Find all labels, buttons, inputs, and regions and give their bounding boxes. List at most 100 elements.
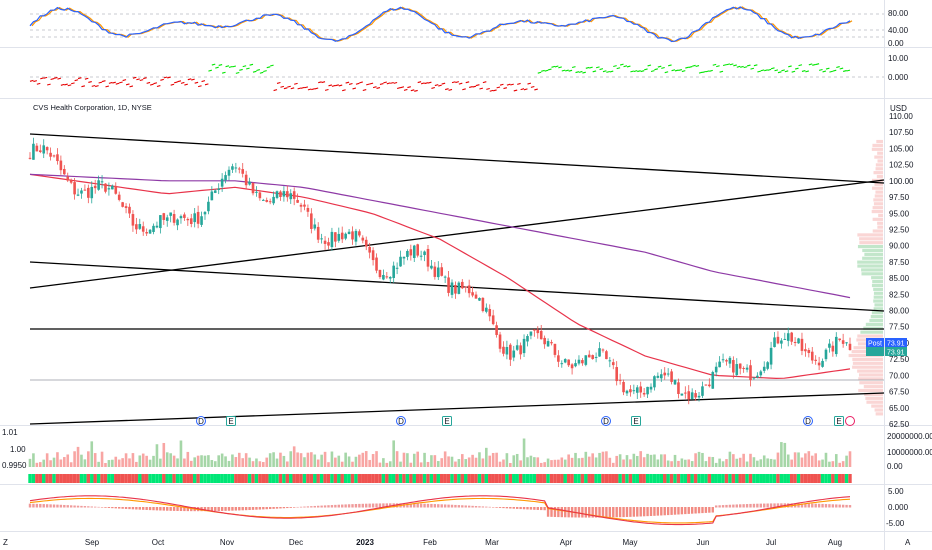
volume-bar <box>766 458 769 467</box>
candle-body <box>670 371 673 382</box>
trend-strip-cell <box>731 474 736 483</box>
trend-strip-cell <box>131 474 135 483</box>
macd-histogram-bar <box>354 504 358 508</box>
macd-histogram-bar <box>416 503 419 508</box>
volume-bar <box>299 453 303 467</box>
volume-bar <box>395 451 399 467</box>
candle-body <box>711 372 715 389</box>
volume-bar <box>629 459 632 467</box>
osc-segment <box>534 88 538 91</box>
moving-averages <box>29 173 851 380</box>
macd-histogram-bar <box>49 504 52 508</box>
candle-body <box>817 362 821 366</box>
volume-profile-bar <box>860 330 883 334</box>
candle-body <box>114 185 118 194</box>
candle-body <box>738 363 742 369</box>
volume-bar <box>32 453 35 467</box>
osc-segment <box>163 76 168 79</box>
volume-bar <box>416 451 419 467</box>
osc-segment <box>571 66 576 69</box>
macd-histogram-bar <box>612 507 615 518</box>
candle-body <box>148 229 152 234</box>
trend-strip-cell <box>532 474 537 483</box>
volume-bar <box>334 457 337 467</box>
volume-bar <box>581 457 584 467</box>
volume-profile-bar <box>874 194 883 198</box>
volume-bar <box>155 444 159 467</box>
macd-histogram-bar <box>739 504 742 508</box>
trend-strip-cell <box>498 474 502 483</box>
volume-bar <box>56 452 59 467</box>
volume-bar <box>114 456 118 467</box>
macd-histogram-bar <box>690 507 694 514</box>
osc-segment <box>287 85 291 88</box>
osc-segment <box>846 69 851 72</box>
macd-histogram-bar <box>320 505 323 508</box>
osc-segment <box>208 69 212 72</box>
candle-body <box>104 183 107 192</box>
osc-segment <box>650 70 655 73</box>
trend-strip-cell <box>347 474 351 483</box>
trend-strip-cell <box>844 474 849 483</box>
trend-strip-cell <box>237 474 241 483</box>
time-axis[interactable]: Sep Oct Nov Dec 2023 Feb Mar Apr May Jun Jul Aug <box>85 538 842 547</box>
volume-tick: 0.00 <box>887 462 903 471</box>
osc-segment <box>218 64 223 66</box>
macd-histogram-bar <box>804 503 807 508</box>
candle-body <box>227 169 231 176</box>
volume-bar <box>622 459 625 467</box>
oscillator-pane[interactable] <box>29 63 884 92</box>
volume-profile-bar <box>874 408 883 412</box>
volume-bar <box>59 459 63 467</box>
osc-segment <box>774 69 779 72</box>
symbol-title: CVS Health Corporation, 1D, NYSE <box>33 103 152 112</box>
trend-strip-cell <box>316 474 320 483</box>
price-tick: 105.00 <box>889 144 914 153</box>
trend-strip-cell <box>470 474 475 483</box>
macd-histogram-bar <box>45 504 49 508</box>
corner-left-label[interactable]: Z <box>3 538 8 547</box>
trend-strip-cell <box>789 474 794 483</box>
candle-body <box>618 379 622 381</box>
osc-segment <box>215 66 219 69</box>
corner-right-label[interactable]: A <box>905 538 911 547</box>
macd-histogram-bar <box>32 503 35 508</box>
volume-pane[interactable] <box>28 438 852 483</box>
volume-bar <box>574 452 577 467</box>
osc-segment <box>489 89 494 92</box>
macd-histogram-bar <box>176 507 179 511</box>
macd-histogram-bar <box>440 504 443 508</box>
volume-bar <box>584 451 588 467</box>
volume-bar <box>485 447 488 467</box>
macd-histogram-bar <box>265 507 268 510</box>
candle-body <box>193 213 196 223</box>
candle-body <box>159 215 162 229</box>
trend-strip-cell <box>330 474 334 483</box>
volume-profile <box>848 139 883 416</box>
macd-histogram-bar <box>533 507 536 510</box>
macd-histogram-bar <box>330 505 334 508</box>
trend-strip-cell <box>553 474 557 483</box>
osc-segment <box>493 89 497 92</box>
osc-segment <box>414 89 418 92</box>
candle-body <box>577 359 581 364</box>
macd-histogram-bar <box>87 506 90 508</box>
trendlines[interactable] <box>29 133 885 425</box>
macd-pane[interactable] <box>28 495 852 526</box>
volume-bar <box>498 461 502 467</box>
candle-body <box>656 375 660 378</box>
macd-histogram-bar <box>382 503 385 508</box>
macd-histogram-bar <box>90 506 93 508</box>
candle-body <box>574 363 577 367</box>
trend-strip-cell <box>748 474 753 483</box>
trend-strip-cell <box>680 474 684 483</box>
stochastic-pane[interactable] <box>29 6 884 43</box>
osc-segment <box>582 71 586 74</box>
candlesticks[interactable] <box>28 137 852 405</box>
candle-body <box>529 331 533 336</box>
osc-segment <box>119 81 123 84</box>
month-label: May <box>622 538 637 547</box>
volume-bar <box>769 458 773 467</box>
